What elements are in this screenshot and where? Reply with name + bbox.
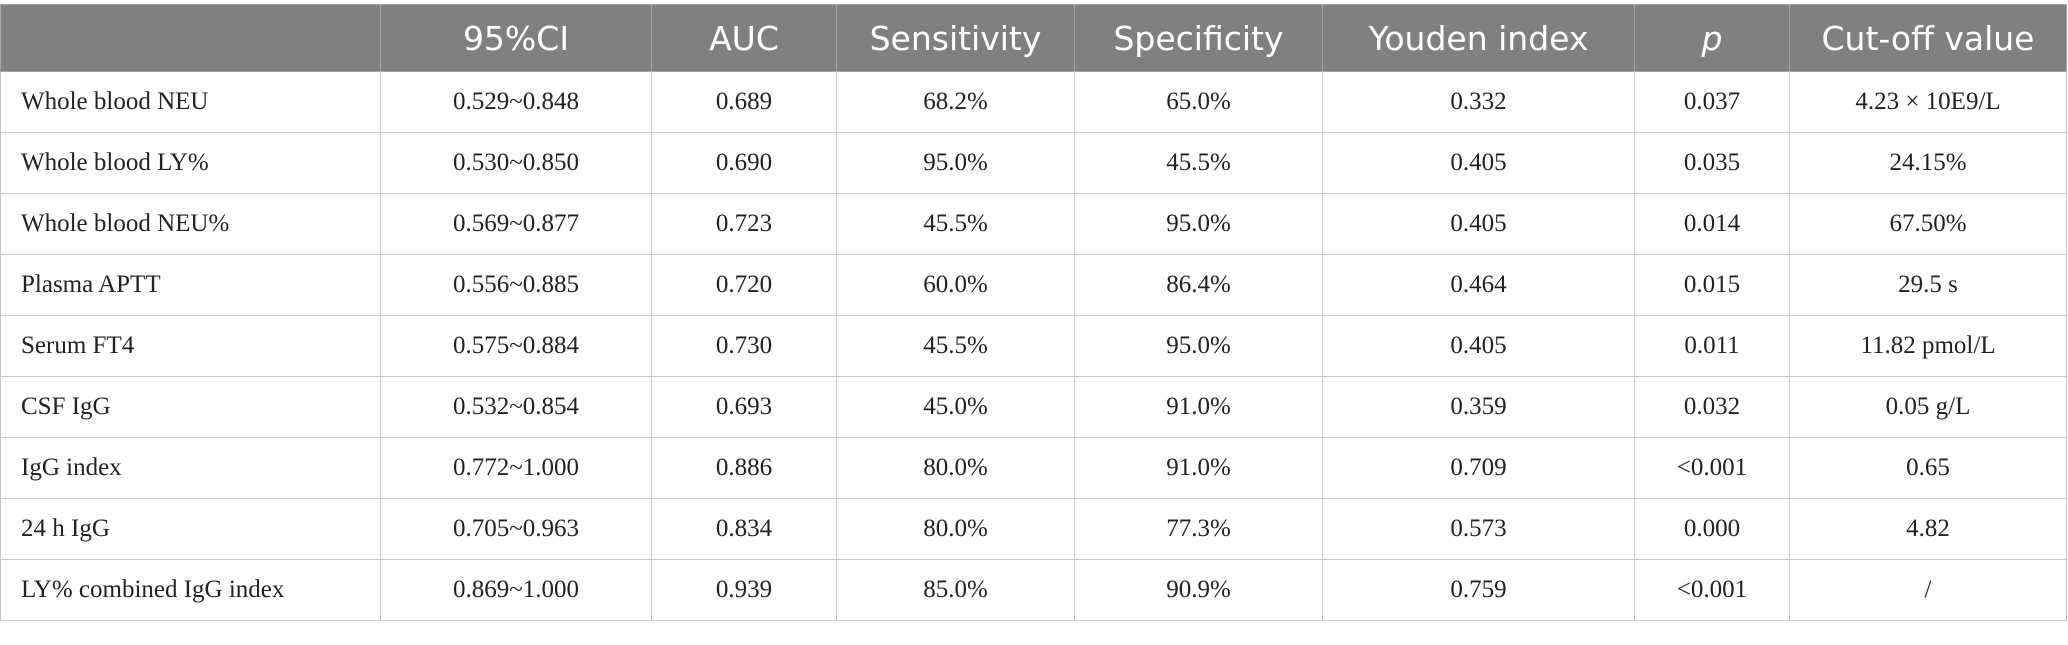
cutoff-cell: 29.5 s [1789,254,2067,316]
p-value-cell: 0.011 [1634,315,1790,377]
table-body: Whole blood NEU 0.529~0.848 0.689 68.2% 65.0… [0,71,2067,621]
youden-cell: 0.359 [1322,376,1635,438]
sensitivity-cell: 80.0% [836,437,1075,499]
cutoff-cell: / [1789,559,2067,621]
p-value-cell: 0.035 [1634,132,1790,194]
ci-cell: 0.772~1.000 [380,437,652,499]
header-cell-auc: AUC [651,4,837,72]
table-row: Whole blood LY% 0.530~0.850 0.690 95.0% 45.5… [0,132,2067,194]
row-label: IgG index [0,437,381,499]
auc-cell: 0.720 [651,254,837,316]
p-value-cell: 0.032 [1634,376,1790,438]
sensitivity-cell: 68.2% [836,71,1075,133]
p-value-cell: 0.000 [1634,498,1790,560]
row-label: Serum FT4 [0,315,381,377]
cutoff-cell: 0.65 [1789,437,2067,499]
youden-cell: 0.573 [1322,498,1635,560]
auc-cell: 0.834 [651,498,837,560]
auc-cell: 0.693 [651,376,837,438]
sensitivity-cell: 45.0% [836,376,1075,438]
youden-cell: 0.405 [1322,315,1635,377]
cutoff-cell: 24.15% [1789,132,2067,194]
ci-cell: 0.569~0.877 [380,193,652,255]
youden-cell: 0.709 [1322,437,1635,499]
auc-cell: 0.939 [651,559,837,621]
sensitivity-cell: 45.5% [836,193,1075,255]
table-row: 24 h IgG 0.705~0.963 0.834 80.0% 77.3% 0.573 0… [0,498,2067,560]
table-row: CSF IgG 0.532~0.854 0.693 45.0% 91.0% 0.359 0.… [0,376,2067,438]
table-row: IgG index 0.772~1.000 0.886 80.0% 91.0% 0.709… [0,437,2067,499]
ci-cell: 0.529~0.848 [380,71,652,133]
ci-cell: 0.530~0.850 [380,132,652,194]
sensitivity-cell: 45.5% [836,315,1075,377]
sensitivity-cell: 85.0% [836,559,1075,621]
specificity-cell: 91.0% [1074,437,1323,499]
auc-cell: 0.730 [651,315,837,377]
ci-cell: 0.532~0.854 [380,376,652,438]
row-label: 24 h IgG [0,498,381,560]
specificity-cell: 95.0% [1074,315,1323,377]
sensitivity-cell: 60.0% [836,254,1075,316]
table-row: Serum FT4 0.575~0.884 0.730 45.5% 95.0% 0.405… [0,315,2067,377]
p-value-cell: 0.015 [1634,254,1790,316]
youden-cell: 0.332 [1322,71,1635,133]
ci-cell: 0.556~0.885 [380,254,652,316]
table-row: Whole blood NEU 0.529~0.848 0.689 68.2% 65.0… [0,71,2067,133]
p-value-cell: <0.001 [1634,559,1790,621]
cutoff-cell: 11.82 pmol/L [1789,315,2067,377]
p-value-cell: 0.037 [1634,71,1790,133]
header-cell-sensitivity: Sensitivity [836,4,1075,72]
row-label: LY% combined IgG index [0,559,381,621]
row-label: Whole blood LY% [0,132,381,194]
ci-cell: 0.869~1.000 [380,559,652,621]
specificity-cell: 77.3% [1074,498,1323,560]
specificity-cell: 45.5% [1074,132,1323,194]
row-label: CSF IgG [0,376,381,438]
specificity-cell: 65.0% [1074,71,1323,133]
ci-cell: 0.575~0.884 [380,315,652,377]
table-row: Plasma APTT 0.556~0.885 0.720 60.0% 86.4% 0.4… [0,254,2067,316]
header-row: 95%CI AUC Sensitivity Specificity Youden… [0,4,2067,72]
table-row: Whole blood NEU% 0.569~0.877 0.723 45.5% 95.… [0,193,2067,255]
cutoff-cell: 67.50% [1789,193,2067,255]
header-cell-p: p [1634,4,1790,72]
youden-cell: 0.464 [1322,254,1635,316]
row-label: Plasma APTT [0,254,381,316]
specificity-cell: 95.0% [1074,193,1323,255]
auc-cell: 0.690 [651,132,837,194]
table-row: LY% combined IgG index 0.869~1.000 0.939 85… [0,559,2067,621]
ci-cell: 0.705~0.963 [380,498,652,560]
sensitivity-cell: 80.0% [836,498,1075,560]
cutoff-cell: 4.82 [1789,498,2067,560]
results-table: 95%CI AUC Sensitivity Specificity Youden… [0,4,2067,621]
youden-cell: 0.405 [1322,193,1635,255]
youden-cell: 0.759 [1322,559,1635,621]
cutoff-cell: 0.05 g/L [1789,376,2067,438]
auc-cell: 0.723 [651,193,837,255]
auc-cell: 0.689 [651,71,837,133]
p-value-cell: 0.014 [1634,193,1790,255]
youden-cell: 0.405 [1322,132,1635,194]
header-cell-specificity: Specificity [1074,4,1323,72]
auc-cell: 0.886 [651,437,837,499]
header-cell-youden-index: Youden index [1322,4,1635,72]
row-label: Whole blood NEU [0,71,381,133]
cutoff-cell: 4.23 × 10E9/L [1789,71,2067,133]
p-value-cell: <0.001 [1634,437,1790,499]
header-cell-95ci: 95%CI [380,4,652,72]
specificity-cell: 90.9% [1074,559,1323,621]
row-label: Whole blood NEU% [0,193,381,255]
header-cell-cutoff: Cut-off value [1789,4,2067,72]
specificity-cell: 91.0% [1074,376,1323,438]
header-cell-blank [0,4,381,72]
specificity-cell: 86.4% [1074,254,1323,316]
sensitivity-cell: 95.0% [836,132,1075,194]
